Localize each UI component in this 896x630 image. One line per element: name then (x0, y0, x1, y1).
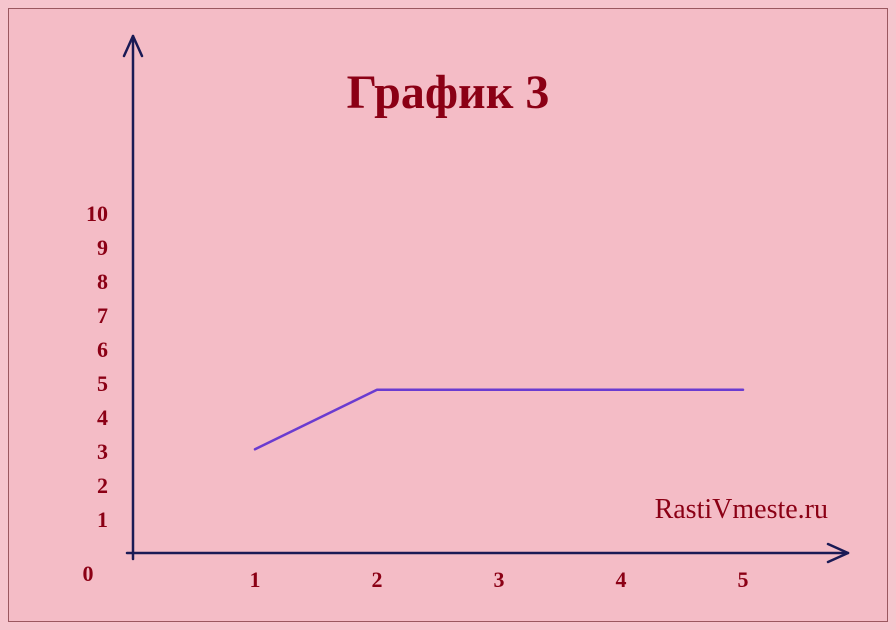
x-tick-label: 3 (494, 567, 505, 592)
y-tick-label: 6 (97, 337, 108, 362)
y-tick-label: 2 (97, 473, 108, 498)
y-tick-label: 10 (86, 201, 108, 226)
y-tick-label: 9 (97, 235, 108, 260)
x-tick-label: 5 (738, 567, 749, 592)
y-tick-label: 1 (97, 507, 108, 532)
y-tick-label: 4 (97, 405, 108, 430)
x-tick-label: 2 (372, 567, 383, 592)
page-background: 0 1 2 3 4 5 6 7 8 9 10 1 2 3 4 5 График 3 RastiVmeste.ru (0, 0, 896, 630)
y-tick-label: 7 (97, 303, 108, 328)
chart-title: График 3 (347, 66, 550, 119)
watermark-text: RastiVmeste.ru (655, 494, 828, 525)
y-tick-label: 0 (83, 561, 94, 586)
y-tick-label: 8 (97, 269, 108, 294)
x-tick-label: 4 (616, 567, 627, 592)
y-tick-label: 3 (97, 439, 108, 464)
x-tick-label: 1 (250, 567, 261, 592)
chart-container: 0 1 2 3 4 5 6 7 8 9 10 1 2 3 4 5 График 3 RastiVmeste.ru (8, 8, 888, 622)
y-tick-label: 5 (97, 371, 108, 396)
chart-svg: 0 1 2 3 4 5 6 7 8 9 10 1 2 3 4 5 График 3 RastiVmeste.ru (8, 8, 888, 622)
